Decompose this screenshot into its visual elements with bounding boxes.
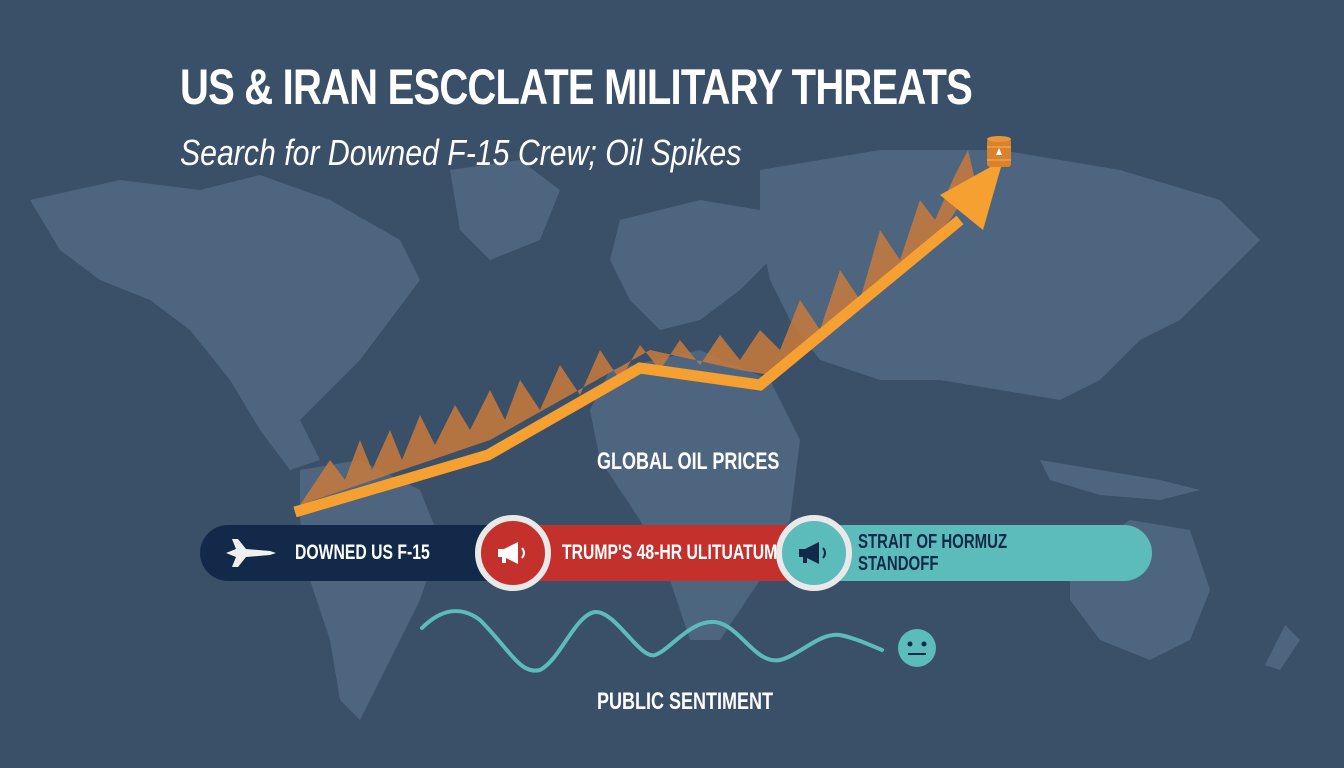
public-sentiment-label: PUBLIC SENTIMENT xyxy=(597,688,774,715)
timeline-event-label: DOWNED US F-15 xyxy=(295,541,430,564)
megaphone-icon xyxy=(498,542,525,564)
fighter-jet-icon xyxy=(226,539,276,567)
page-title: US & IRAN ESCCLATE MILITARY THREATS xyxy=(180,59,973,115)
oil-prices-label: GLOBAL OIL PRICES xyxy=(597,448,780,475)
flame-effect xyxy=(300,150,975,505)
megaphone-icon-badge xyxy=(776,515,852,591)
timeline-event-ultimatum: TRUMP'S 48-HR ULITUATUM xyxy=(510,525,800,581)
timeline-event-label: STRAIT OF HORMUZ STANDOFF xyxy=(858,531,1007,575)
timeline-event-label: TRUMP'S 48-HR ULITUATUM xyxy=(562,541,778,564)
oil-trend-arrow xyxy=(293,215,964,518)
label-line-1: STRAIT OF HORMUZ xyxy=(858,531,1008,553)
megaphone-icon xyxy=(799,542,826,564)
oil-barrel-icon xyxy=(987,136,1011,167)
label-line-2: STANDOFF xyxy=(858,553,939,575)
arrow-head-icon xyxy=(940,160,1003,230)
page-subtitle: Search for Downed F-15 Crew; Oil Spikes xyxy=(180,132,742,173)
neutral-face-icon xyxy=(898,629,936,667)
event-timeline: DOWNED US F-15 TRUMP'S 48-HR ULITUATUM S… xyxy=(200,515,1152,591)
timeline-event-downed-f15: DOWNED US F-15 xyxy=(200,525,520,581)
megaphone-icon-badge xyxy=(475,515,551,591)
